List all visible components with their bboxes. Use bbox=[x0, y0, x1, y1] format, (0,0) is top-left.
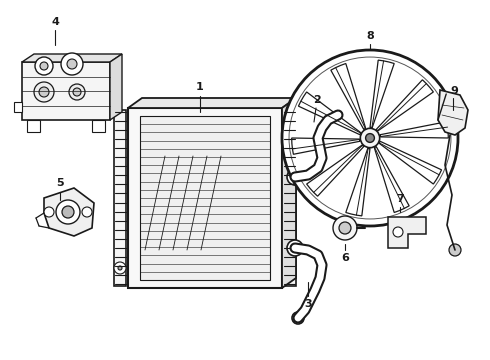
Text: 5: 5 bbox=[56, 178, 64, 188]
Polygon shape bbox=[284, 110, 296, 286]
Polygon shape bbox=[438, 90, 468, 135]
Circle shape bbox=[339, 222, 351, 234]
Polygon shape bbox=[140, 116, 270, 280]
Text: 2: 2 bbox=[313, 95, 321, 105]
Circle shape bbox=[69, 84, 85, 100]
Circle shape bbox=[287, 240, 303, 256]
Polygon shape bbox=[374, 147, 409, 212]
Circle shape bbox=[292, 245, 298, 251]
Text: 8: 8 bbox=[366, 31, 374, 41]
Polygon shape bbox=[92, 120, 105, 132]
Polygon shape bbox=[307, 145, 364, 196]
Polygon shape bbox=[376, 80, 433, 131]
Polygon shape bbox=[14, 102, 22, 112]
Circle shape bbox=[449, 244, 461, 256]
Polygon shape bbox=[331, 63, 366, 130]
Polygon shape bbox=[114, 110, 126, 286]
Polygon shape bbox=[22, 62, 110, 120]
Circle shape bbox=[114, 262, 126, 274]
Circle shape bbox=[61, 53, 83, 75]
Polygon shape bbox=[128, 108, 282, 288]
Text: 7: 7 bbox=[396, 194, 404, 204]
Polygon shape bbox=[346, 148, 370, 216]
Text: 3: 3 bbox=[304, 299, 312, 309]
Circle shape bbox=[282, 50, 458, 226]
Circle shape bbox=[35, 57, 53, 75]
Circle shape bbox=[67, 59, 77, 69]
Text: 4: 4 bbox=[51, 17, 59, 27]
Circle shape bbox=[292, 174, 298, 180]
Polygon shape bbox=[110, 54, 122, 120]
Circle shape bbox=[366, 134, 374, 143]
Text: 9: 9 bbox=[450, 86, 458, 96]
Circle shape bbox=[39, 87, 49, 97]
Circle shape bbox=[82, 207, 92, 217]
Circle shape bbox=[118, 266, 122, 270]
Polygon shape bbox=[128, 98, 296, 108]
Circle shape bbox=[40, 62, 48, 70]
Polygon shape bbox=[379, 141, 441, 184]
Circle shape bbox=[287, 169, 303, 185]
Polygon shape bbox=[292, 138, 360, 154]
Circle shape bbox=[292, 312, 304, 324]
Text: 6: 6 bbox=[341, 253, 349, 263]
Circle shape bbox=[393, 227, 403, 237]
Polygon shape bbox=[298, 92, 361, 135]
Polygon shape bbox=[370, 60, 394, 128]
Polygon shape bbox=[22, 54, 122, 62]
Circle shape bbox=[360, 128, 380, 148]
Circle shape bbox=[44, 207, 54, 217]
Circle shape bbox=[56, 200, 80, 224]
Polygon shape bbox=[388, 217, 426, 248]
Polygon shape bbox=[27, 120, 40, 132]
Text: 1: 1 bbox=[196, 82, 204, 92]
Polygon shape bbox=[44, 188, 94, 236]
Circle shape bbox=[333, 216, 357, 240]
Circle shape bbox=[34, 82, 54, 102]
Polygon shape bbox=[380, 122, 448, 138]
Polygon shape bbox=[282, 98, 296, 288]
Circle shape bbox=[62, 206, 74, 218]
Circle shape bbox=[289, 57, 451, 219]
Circle shape bbox=[73, 88, 81, 96]
